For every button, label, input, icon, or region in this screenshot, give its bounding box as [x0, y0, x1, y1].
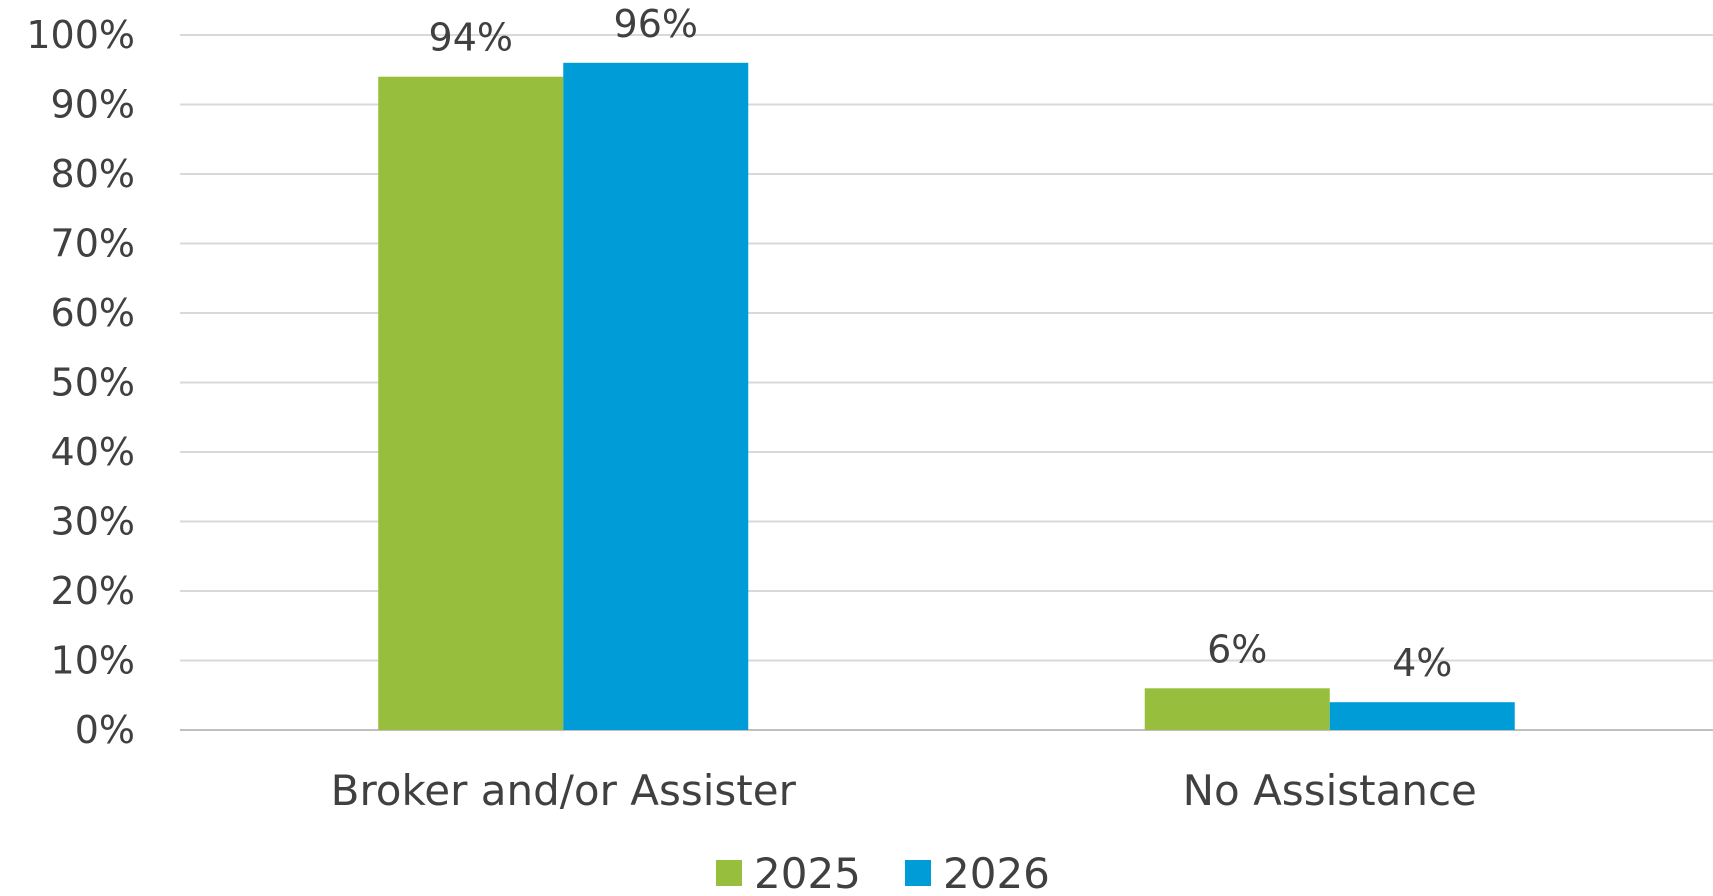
legend-label: 2026 — [943, 849, 1050, 892]
data-label: 96% — [614, 2, 698, 46]
y-tick-label: 70% — [51, 222, 135, 266]
y-tick-label: 50% — [51, 361, 135, 405]
x-category-label: No Assistance — [1183, 766, 1477, 815]
y-tick-label: 100% — [26, 13, 135, 57]
legend-swatch-2026 — [905, 860, 931, 886]
data-label: 4% — [1392, 641, 1452, 685]
x-category-label: Broker and/or Assister — [331, 766, 797, 815]
data-label: 94% — [429, 16, 513, 60]
y-tick-label: 20% — [51, 569, 135, 613]
legend-swatch-2025 — [716, 860, 742, 886]
bar-2025-broker — [378, 76, 564, 730]
bar-2026-no-assistance — [1329, 702, 1515, 730]
legend-label: 2025 — [754, 849, 861, 892]
y-tick-label: 60% — [51, 291, 135, 335]
y-tick-label: 80% — [51, 152, 135, 196]
bar-2026-broker — [563, 62, 749, 731]
y-tick-label: 90% — [51, 83, 135, 127]
bar-2025-no-assistance — [1144, 688, 1330, 730]
y-tick-label: 10% — [51, 639, 135, 683]
y-tick-label: 40% — [51, 430, 135, 474]
y-tick-label: 0% — [75, 708, 135, 752]
y-tick-label: 30% — [51, 500, 135, 544]
data-label: 6% — [1207, 627, 1267, 671]
